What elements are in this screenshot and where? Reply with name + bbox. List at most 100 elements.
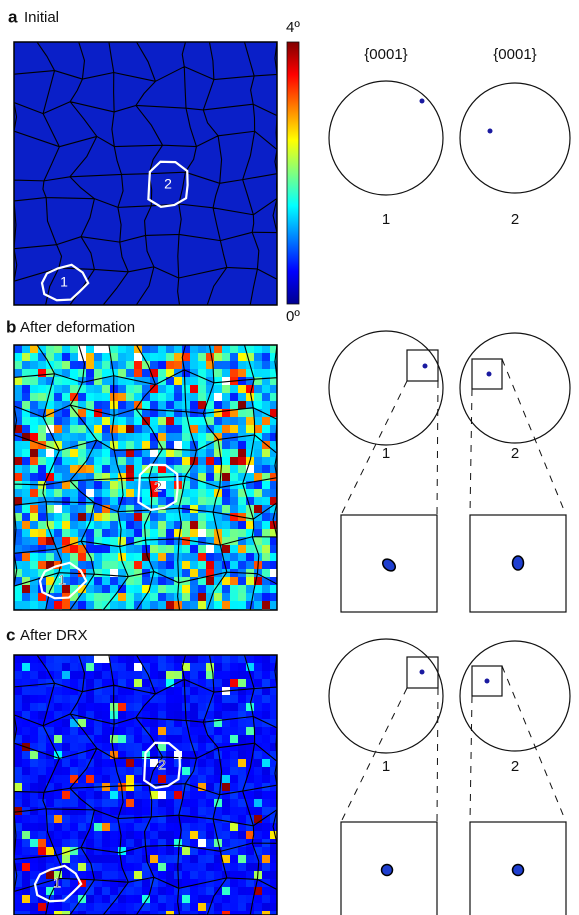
map-pixel bbox=[38, 377, 46, 385]
map-pixel bbox=[166, 361, 174, 369]
map-pixel bbox=[46, 345, 54, 353]
map-pixel bbox=[214, 663, 222, 671]
map-pixel bbox=[246, 561, 254, 569]
map-pixel bbox=[30, 687, 38, 695]
map-pixel bbox=[206, 887, 214, 895]
map-pixel bbox=[102, 353, 110, 361]
map-pixel bbox=[254, 679, 262, 687]
map-pixel bbox=[134, 775, 142, 783]
map-pixel bbox=[238, 601, 246, 609]
map-pixel bbox=[102, 553, 110, 561]
map-pixel bbox=[22, 871, 30, 879]
map-pixel bbox=[38, 767, 46, 775]
map-pixel bbox=[110, 345, 118, 353]
map-pixel bbox=[198, 345, 206, 353]
map-pixel bbox=[118, 687, 126, 695]
map-pixel bbox=[142, 345, 150, 353]
map-pixel bbox=[30, 759, 38, 767]
map-pixel bbox=[102, 513, 110, 521]
map-pixel bbox=[238, 775, 246, 783]
map-pixel bbox=[246, 585, 254, 593]
map-pixel bbox=[78, 871, 86, 879]
map-pixel bbox=[190, 727, 198, 735]
grain-label: 1 bbox=[60, 274, 68, 290]
pole-figure bbox=[460, 333, 570, 443]
map-pixel bbox=[254, 671, 262, 679]
map-pixel bbox=[238, 449, 246, 457]
map-pixel bbox=[190, 671, 198, 679]
map-pixel bbox=[190, 831, 198, 839]
map-pixel bbox=[230, 353, 238, 361]
map-pixel bbox=[30, 831, 38, 839]
map-pixel bbox=[62, 727, 70, 735]
map-pixel bbox=[158, 345, 166, 353]
map-pixel bbox=[78, 497, 86, 505]
map-pixel bbox=[62, 743, 70, 751]
map-pixel bbox=[70, 545, 78, 553]
map-pixel bbox=[38, 457, 46, 465]
map-pixel bbox=[14, 895, 22, 903]
map-pixel bbox=[30, 767, 38, 775]
map-pixel bbox=[22, 703, 30, 711]
map-pixel bbox=[174, 791, 182, 799]
map-pixel bbox=[230, 545, 238, 553]
map-pixel bbox=[102, 711, 110, 719]
map-pixel bbox=[246, 695, 254, 703]
map-pixel bbox=[142, 441, 150, 449]
map-pixel bbox=[102, 671, 110, 679]
map-pixel bbox=[222, 449, 230, 457]
map-pixel bbox=[166, 759, 174, 767]
map-pixel bbox=[86, 727, 94, 735]
map-pixel bbox=[70, 521, 78, 529]
map-pixel bbox=[94, 871, 102, 879]
map-pixel bbox=[14, 799, 22, 807]
map-pixel bbox=[222, 521, 230, 529]
map-pixel bbox=[22, 751, 30, 759]
map-pixel bbox=[142, 401, 150, 409]
map-pixel bbox=[222, 393, 230, 401]
map-pixel bbox=[62, 871, 70, 879]
map-pixel bbox=[254, 775, 262, 783]
map-pixel bbox=[254, 481, 262, 489]
map-pixel bbox=[198, 593, 206, 601]
map-pixel bbox=[198, 361, 206, 369]
map-pixel bbox=[254, 703, 262, 711]
map-pixel bbox=[62, 537, 70, 545]
map-pixel bbox=[254, 425, 262, 433]
map-pixel bbox=[238, 735, 246, 743]
map-pixel bbox=[14, 759, 22, 767]
map-pixel bbox=[158, 719, 166, 727]
map-pixel bbox=[190, 719, 198, 727]
map-pixel bbox=[230, 695, 238, 703]
map-pixel bbox=[102, 735, 110, 743]
map-pixel bbox=[54, 345, 62, 353]
map-pixel bbox=[22, 601, 30, 609]
map-pixel bbox=[262, 775, 270, 783]
map-pixel bbox=[174, 433, 182, 441]
grain-label: 2 bbox=[164, 176, 172, 192]
map-pixel bbox=[78, 783, 86, 791]
map-pixel bbox=[126, 799, 134, 807]
map-pixel bbox=[38, 687, 46, 695]
map-pixel bbox=[134, 799, 142, 807]
map-pixel bbox=[166, 807, 174, 815]
map-pixel bbox=[198, 887, 206, 895]
map-pixel bbox=[70, 361, 78, 369]
map-pixel bbox=[126, 393, 134, 401]
map-pixel bbox=[150, 711, 158, 719]
map-pixel bbox=[94, 481, 102, 489]
map-pixel bbox=[174, 687, 182, 695]
map-pixel bbox=[142, 529, 150, 537]
map-pixel bbox=[174, 735, 182, 743]
map-pixel bbox=[102, 727, 110, 735]
map-pixel bbox=[142, 655, 150, 663]
map-pixel bbox=[134, 385, 142, 393]
map-pixel bbox=[86, 655, 94, 663]
map-pixel bbox=[86, 719, 94, 727]
map-pixel bbox=[158, 887, 166, 895]
map-pixel bbox=[22, 727, 30, 735]
map-pixel bbox=[94, 577, 102, 585]
map-pixel bbox=[230, 449, 238, 457]
map-pixel bbox=[166, 735, 174, 743]
zoom-line bbox=[437, 688, 438, 822]
